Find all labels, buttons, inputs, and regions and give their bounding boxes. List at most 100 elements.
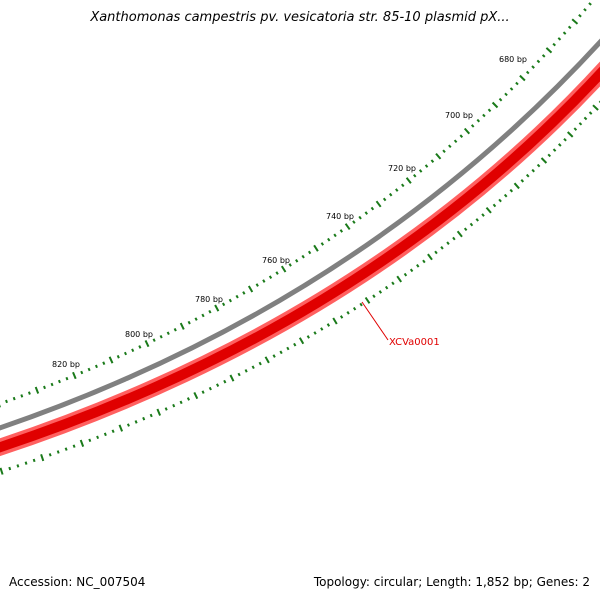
tick-mark (503, 193, 508, 198)
tick-mark (344, 223, 351, 230)
tick-mark (388, 192, 393, 197)
tick-mark (562, 31, 567, 35)
tick-mark (118, 424, 124, 432)
tick-mark (352, 220, 356, 224)
tick-mark (134, 420, 138, 424)
tick-mark (131, 348, 135, 353)
tick-mark (279, 350, 283, 355)
tick-mark (346, 311, 350, 315)
tick-label: 700 bp (445, 111, 473, 120)
tick-mark (395, 188, 399, 192)
tick-mark (456, 230, 463, 238)
tick-mark (258, 361, 262, 366)
tick-mark (8, 466, 12, 471)
tick-mark (375, 200, 382, 208)
tick-mark (152, 338, 156, 342)
tick-mark (382, 197, 387, 202)
tick-mark (541, 54, 546, 58)
tick-mark (57, 379, 61, 384)
tick-mark (435, 152, 442, 160)
tick-mark (48, 453, 52, 457)
tick-label: 760 bp (262, 256, 290, 265)
tick-mark (179, 400, 183, 405)
tick-mark (201, 390, 205, 394)
tick-mark (313, 331, 317, 335)
tick-mark (222, 302, 226, 307)
tick-mark (43, 385, 46, 390)
tick-mark (359, 302, 363, 307)
tick-mark (418, 169, 423, 173)
tick-mark (208, 309, 212, 314)
tick-mark (536, 59, 541, 64)
tick-mark (525, 173, 530, 178)
tick-mark (20, 394, 24, 398)
tick-mark (301, 254, 305, 259)
ruler-tick-labels: 680 bp 700 bp 720 bp 740 bp 760 bp 780 b… (52, 55, 527, 369)
tick-mark (557, 37, 562, 41)
tick-mark (424, 164, 429, 168)
plasmid-title: Xanthomonas campestris pv. vesicatoria s… (90, 10, 510, 25)
tick-mark (108, 356, 114, 364)
tick-mark (492, 203, 497, 208)
tick-mark (306, 335, 310, 339)
tick-mark (358, 215, 362, 220)
tick-mark (179, 322, 185, 330)
tick-mark (80, 370, 84, 375)
gene-feature-xcva0001[interactable] (0, 52, 600, 460)
tick-mark (268, 275, 273, 279)
tick-mark (545, 47, 553, 54)
tick-mark (364, 296, 371, 304)
tick-mark (476, 118, 481, 123)
tick-mark (96, 435, 100, 440)
tick-mark (448, 144, 452, 149)
tick-label: 680 bp (499, 55, 527, 64)
tick-mark (469, 222, 474, 227)
tick-mark (326, 323, 331, 327)
tick-mark (333, 233, 337, 238)
backbone-track (0, 38, 600, 431)
tick-mark (111, 429, 115, 434)
tick-mark (65, 376, 69, 381)
inner-tick-marks (0, 100, 600, 475)
tick-mark (567, 25, 572, 30)
tick-mark (332, 317, 338, 325)
tick-mark (578, 122, 583, 126)
tick-mark (214, 304, 220, 312)
tick-mark (298, 337, 305, 345)
tick-mark (446, 241, 450, 245)
tick-mark (413, 173, 417, 178)
tick-mark (251, 365, 255, 370)
gene-label-leader (361, 301, 389, 341)
tick-mark (208, 386, 212, 391)
tick-mark (307, 250, 312, 255)
tick-mark (288, 263, 292, 267)
tick-mark (103, 432, 107, 437)
tick-mark (430, 159, 435, 163)
tick-mark (440, 246, 444, 250)
tick-mark (475, 218, 479, 222)
gene-label[interactable]: XCVa0001 (389, 337, 440, 348)
tick-mark (228, 298, 232, 303)
tick-mark (320, 327, 324, 331)
tick-mark (491, 101, 499, 109)
tick-mark (16, 464, 20, 468)
tick-mark (280, 265, 287, 273)
gene-feature-outer-edge (0, 61, 600, 457)
tick-mark (339, 315, 344, 319)
tick-mark (498, 97, 503, 102)
tick-mark (327, 237, 331, 242)
tick-mark (563, 137, 567, 142)
tick-mark (434, 250, 438, 255)
tick-mark (264, 356, 270, 364)
tick-mark (567, 131, 574, 138)
tick-mark (470, 124, 475, 128)
tick-mark (485, 206, 492, 214)
tick-label: 720 bp (388, 164, 416, 173)
tick-mark (442, 149, 446, 154)
tick-mark (573, 127, 578, 131)
tick-mark (416, 264, 420, 268)
tick-label: 820 bp (52, 360, 80, 369)
tick-mark (64, 447, 68, 451)
